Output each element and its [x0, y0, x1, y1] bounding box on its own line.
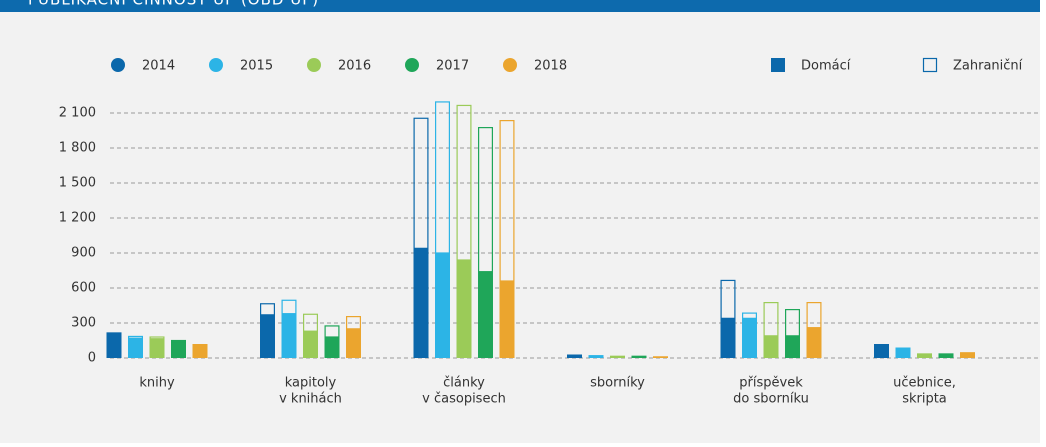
bar-domestic [499, 281, 515, 358]
bar-foreign [171, 339, 187, 343]
x-tick-label: příspěvek [739, 376, 803, 391]
y-tick-label: 1 500 [59, 176, 96, 191]
bar-domestic [106, 332, 122, 358]
y-tick-label: 900 [71, 246, 96, 261]
bar-foreign [435, 101, 451, 254]
x-tick-label: články [443, 376, 485, 391]
bar-foreign [149, 336, 165, 340]
bar-foreign [806, 302, 822, 329]
bar-domestic [192, 344, 208, 358]
bar-domestic [324, 337, 340, 358]
header-bar [0, 0, 1040, 12]
y-tick-label: 300 [71, 316, 96, 331]
bar-domestic [917, 353, 932, 358]
bar-domestic [631, 355, 647, 358]
x-tick-label: skripta [902, 392, 947, 407]
bar-domestic [960, 352, 975, 358]
legend-marker [111, 58, 125, 72]
bar-foreign [499, 119, 515, 282]
bar-domestic [478, 271, 493, 358]
x-tick-label: kapitoly [285, 376, 337, 391]
chart-title: PUBLIKAČNÍ ČINNOST UP (OBD UP) [28, 0, 319, 9]
bar-domestic [260, 314, 275, 358]
bar-domestic [720, 318, 736, 358]
legend-marker [503, 58, 517, 72]
legend-label: Zahraniční [953, 59, 1023, 74]
y-tick-label: 1 200 [59, 211, 96, 226]
legend-marker [922, 57, 938, 73]
bar-domestic [149, 338, 165, 358]
bar-domestic [588, 355, 604, 358]
y-tick-label: 600 [71, 281, 96, 296]
legend-label: 2014 [142, 59, 175, 74]
legend-marker [771, 58, 785, 72]
legend-marker [405, 58, 419, 72]
bar-domestic [435, 253, 450, 358]
bar-foreign [784, 309, 800, 337]
legend-label: Domácí [801, 59, 851, 74]
bar-domestic [806, 327, 822, 358]
bar-domestic [413, 248, 429, 358]
bar-foreign [346, 316, 362, 330]
bar-domestic [346, 328, 361, 358]
legend-label: 2018 [534, 59, 567, 74]
y-tick-label: 1 800 [59, 141, 96, 156]
bar-domestic [281, 313, 297, 358]
bar-domestic [874, 344, 889, 358]
bar-foreign [763, 302, 779, 337]
y-tick-label: 2 100 [59, 106, 96, 121]
bar-foreign [128, 335, 144, 339]
bar-domestic [742, 318, 757, 358]
x-tick-label: v časopisech [422, 392, 506, 407]
legend-label: 2017 [436, 59, 469, 74]
bar-domestic [653, 356, 668, 358]
bar-foreign [260, 303, 276, 316]
bar-domestic [303, 331, 318, 358]
x-tick-label: učebnice, [893, 376, 956, 391]
bar-foreign [324, 325, 340, 338]
bar-foreign [303, 313, 319, 332]
bar-foreign [281, 299, 297, 315]
legend-label: 2015 [240, 59, 273, 74]
bar-domestic [456, 260, 472, 358]
legend-marker [209, 58, 223, 72]
x-tick-label: do sborníku [733, 392, 809, 407]
bar-domestic [171, 341, 186, 358]
legend-marker [307, 58, 321, 72]
bar-domestic [938, 353, 954, 358]
x-tick-label: knihy [139, 376, 175, 391]
bar-domestic [128, 338, 143, 358]
x-tick-label: v knihách [279, 392, 342, 407]
y-tick-label: 0 [88, 351, 96, 366]
legend-label: 2016 [338, 59, 371, 74]
bar-domestic [763, 335, 779, 358]
bar-domestic [895, 347, 911, 358]
bar-domestic [785, 335, 800, 358]
bar-domestic [567, 354, 582, 358]
bar-foreign [741, 312, 757, 319]
bar-foreign [478, 126, 494, 273]
bar-domestic [610, 355, 625, 358]
bar-foreign [720, 279, 736, 319]
x-tick-label: sborníky [590, 376, 645, 391]
bar-foreign [456, 104, 472, 261]
bar-foreign [413, 117, 429, 249]
